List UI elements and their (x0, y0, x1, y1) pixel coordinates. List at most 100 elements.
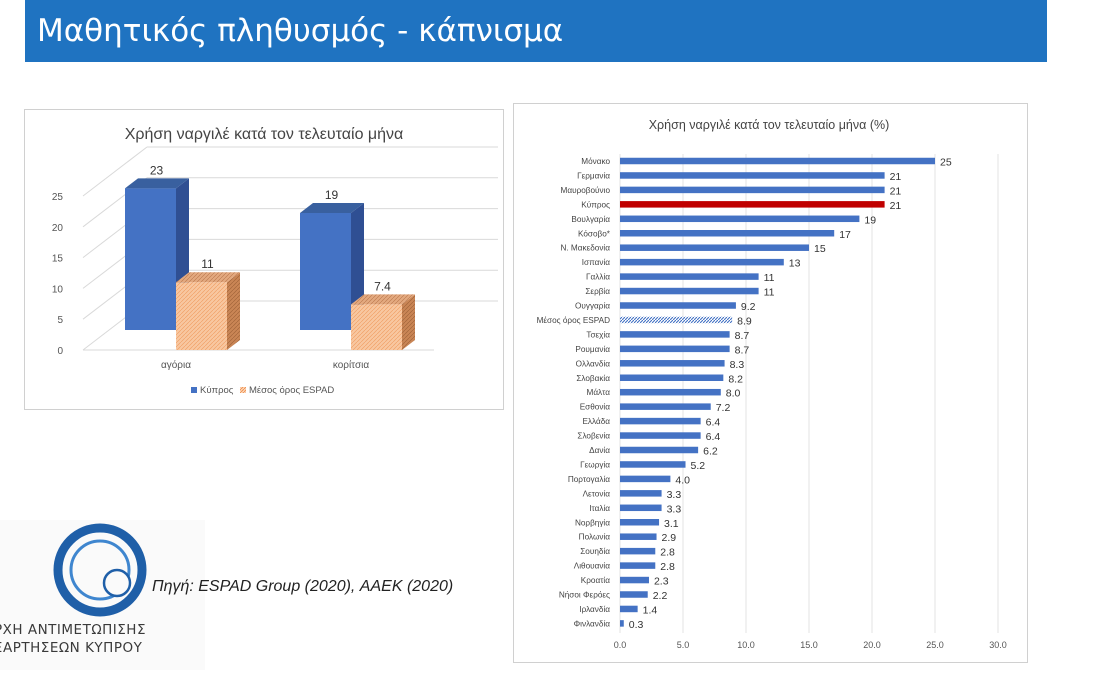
category-label: Ουγγαρία (575, 302, 610, 311)
y-tick-label: 10 (52, 284, 64, 295)
bar (620, 388, 721, 396)
chart-gender-svg: Χρήση ναργιλέ κατά τον τελευταίο μήνα 0 5… (52, 126, 498, 396)
category-label: Μέσος όρος ESPAD (537, 316, 611, 325)
bar-value-label: 7.2 (716, 402, 731, 414)
chart-gender-title: Χρήση ναργιλέ κατά τον τελευταίο μήνα (125, 126, 404, 143)
bar-value-label: 8.3 (730, 359, 745, 371)
bar (620, 533, 657, 540)
bar (620, 490, 662, 497)
chart-countries-y-axis: Μόνακο Γερμανία Μαυροβούνιο Κύπρος Βουλγαρία… (537, 157, 611, 628)
chart-countries-bars (620, 157, 935, 627)
bar-value-label: 4.0 (675, 474, 690, 486)
bar-highlight-cyprus (620, 201, 885, 208)
legend-label-cyprus: Κύπρος (200, 385, 234, 396)
category-label: Νορβηγία (575, 518, 610, 527)
category-label: Σουηδία (580, 547, 610, 556)
bar-value-label: 1.4 (643, 604, 658, 616)
category-label: Μόνακο (581, 157, 610, 166)
bar-value-label: 2.8 (660, 547, 675, 559)
category-label: Τσεχία (586, 330, 610, 339)
bar-value-label: 19 (864, 214, 876, 226)
bar (620, 374, 724, 381)
category-label: Ρουμανία (575, 345, 610, 354)
bar-value-label: 6.4 (706, 431, 721, 443)
chart-gender-x-axis: αγόρια κορίτσια (161, 359, 369, 371)
bar-value-label: 6.2 (703, 446, 718, 458)
chart-gender-bars (125, 178, 415, 350)
bar-value-label: 8.2 (728, 373, 743, 385)
x-tick-label: 10.0 (737, 640, 755, 650)
bar-value-label: 8.0 (726, 388, 741, 400)
bar-value-label: 11 (201, 257, 214, 271)
category-label: Μάλτα (587, 388, 611, 397)
bar (620, 403, 711, 410)
bar (620, 432, 701, 439)
bar-value-label: 5.2 (691, 460, 706, 472)
category-label: Ισπανία (582, 258, 611, 267)
chart-countries-x-axis: 0.0 5.0 10.0 15.0 20.0 25.0 30.0 (614, 640, 1007, 650)
bar-value-label: 21 (890, 185, 902, 197)
slide-title: Μαθητικός πληθυσμός - κάπνισμα (25, 0, 1047, 62)
category-label: Δανία (589, 446, 610, 455)
category-label: Μαυροβούνιο (561, 186, 611, 195)
y-tick-label: 25 (52, 192, 64, 203)
bar-value-label: 25 (940, 157, 952, 169)
logo-area (0, 520, 205, 670)
chart-countries: Χρήση ναργιλέ κατά τον τελευταίο μήνα (%… (513, 103, 1028, 663)
category-label: Γαλλία (586, 273, 610, 282)
bar (620, 417, 701, 425)
bar-top (351, 294, 415, 305)
bar (620, 605, 638, 613)
bar-espad-average (620, 316, 733, 324)
y-tick-label: 0 (57, 346, 63, 357)
category-label: Γεωργία (580, 460, 610, 469)
category-label: Ιταλία (589, 504, 610, 513)
category-label: Λιθουανία (574, 562, 611, 571)
y-tick-label: 5 (57, 315, 63, 326)
bar (620, 273, 759, 280)
category-label: Βουλγαρία (571, 215, 610, 224)
logo-ring (53, 523, 147, 617)
bar-value-label: 3.1 (664, 518, 679, 530)
bar-value-label: 8.7 (735, 344, 750, 356)
x-category-label: αγόρια (161, 359, 191, 371)
chart-countries-title: Χρήση ναργιλέ κατά τον τελευταίο μήνα (%… (649, 118, 890, 132)
bar-front (300, 212, 351, 330)
category-label: Σλοβενία (577, 432, 610, 441)
bar (620, 519, 660, 526)
bar (620, 244, 809, 251)
bar (620, 446, 699, 454)
category-label: Σλοβακία (576, 374, 610, 383)
source-note: Πηγή: ESPAD Group (2020), ΑΑΕΚ (2020) (152, 578, 454, 595)
chart-gender-legend: Κύπρος Μέσος όρος ESPAD (191, 385, 334, 396)
category-label: Γερμανία (577, 171, 610, 180)
bar (620, 562, 656, 569)
bar-value-label: 19 (325, 188, 339, 202)
bar (620, 186, 885, 194)
bar (620, 576, 649, 584)
category-label: Ν. Μακεδονία (560, 244, 610, 253)
logo-emblem (53, 523, 147, 617)
y-tick-label: 15 (52, 254, 64, 265)
grid-line-diagonal (82, 146, 148, 197)
bar-top (300, 202, 364, 213)
legend-label-espad: Μέσος όρος ESPAD (249, 385, 334, 396)
bar-front (176, 282, 227, 350)
bar-value-label: 2.2 (653, 590, 668, 602)
category-label: Κόσοβο* (578, 229, 611, 238)
bar-value-label: 8.7 (735, 330, 750, 342)
bar (620, 215, 860, 223)
logo-line-2: ΞΑΡΤΗΣΕΩΝ ΚΥΠΡΟΥ (0, 640, 143, 656)
x-tick-label: 15.0 (800, 640, 818, 650)
bar-value-label: 6.4 (706, 417, 721, 429)
bar (620, 620, 624, 627)
category-label: Λετονία (583, 489, 611, 498)
bar-value-label: 11 (764, 272, 775, 284)
category-label: Πολωνία (579, 533, 611, 542)
logo-text: ΡΧΗ ΑΝΤΙΜΕΤΩΠΙΣΗΣ ΞΑΡΤΗΣΕΩΝ ΚΥΠΡΟΥ (0, 621, 146, 657)
x-tick-label: 30.0 (989, 640, 1007, 650)
x-category-label: κορίτσια (333, 359, 370, 371)
category-label: Ιρλανδία (579, 605, 610, 614)
chart-gender: Χρήση ναργιλέ κατά τον τελευταίο μήνα 0 5… (24, 109, 504, 410)
bar-value-label: 17 (839, 229, 851, 241)
